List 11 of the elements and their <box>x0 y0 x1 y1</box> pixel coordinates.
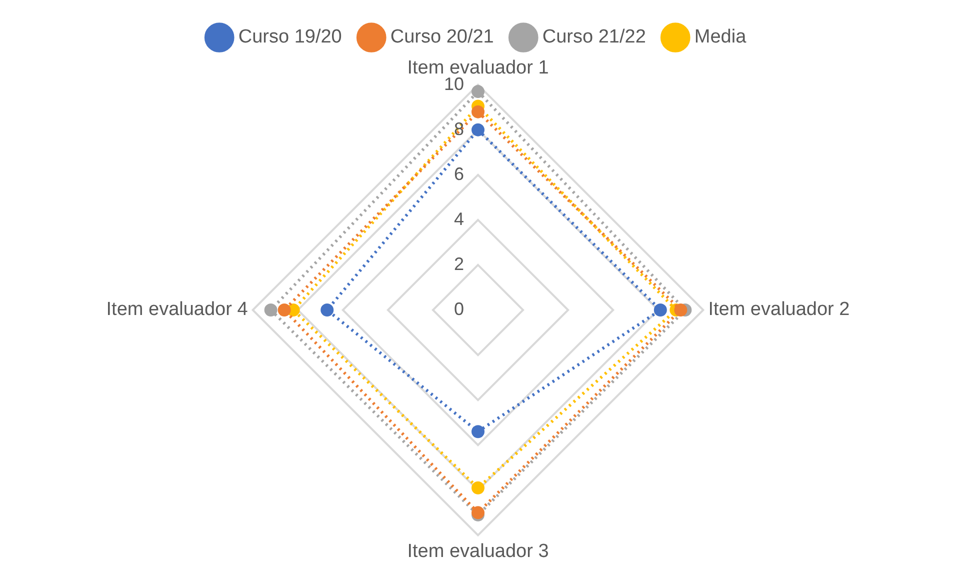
legend-label: Media <box>694 26 747 48</box>
spoke-label: Item evaluador 2 <box>708 299 850 320</box>
legend-label: Curso 20/21 <box>390 26 494 48</box>
legend-label: Curso 19/20 <box>238 26 342 48</box>
y-tick-label: 2 <box>454 254 464 274</box>
spoke-label: Item evaluador 3 <box>407 540 549 562</box>
y-tick-label: 6 <box>454 164 464 184</box>
y-tick-label: 4 <box>454 208 464 229</box>
y-tick-label: 0 <box>454 298 464 319</box>
legend-label: Curso 21/22 <box>542 26 646 48</box>
spoke-label: Item evaluador 4 <box>106 299 248 320</box>
